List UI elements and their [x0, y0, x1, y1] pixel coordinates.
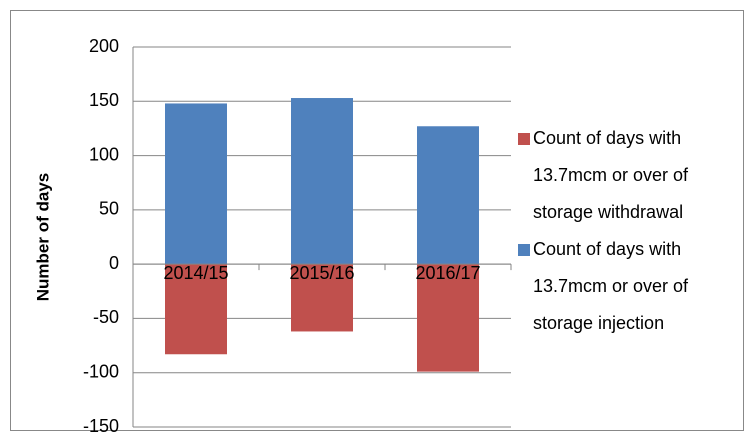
chart-border: [10, 10, 744, 431]
y-tick-label: -50: [93, 307, 119, 327]
legend-label: Count of days with 13.7mcm or over of st…: [533, 128, 689, 222]
legend-swatch: [518, 244, 530, 256]
bar: [165, 264, 227, 355]
y-tick-label: 200: [89, 36, 119, 56]
y-axis-label: Number of days: [33, 173, 52, 301]
y-tick-label: 0: [109, 253, 119, 273]
y-tick-label: 100: [89, 144, 119, 164]
y-tick-label: 50: [99, 199, 119, 219]
x-tick-label: 2016/17: [415, 263, 480, 283]
y-tick-label: -100: [83, 361, 119, 381]
x-tick-label: 2015/16: [289, 263, 354, 283]
x-tick-label: 2014/15: [163, 263, 228, 283]
y-tick-label: -150: [83, 416, 119, 436]
legend-swatch: [518, 133, 530, 145]
legend-label: Count of days with 13.7mcm or over of st…: [533, 239, 689, 333]
bar: [417, 126, 479, 265]
bar: [165, 103, 227, 265]
bar: [291, 98, 353, 265]
bar: [291, 264, 353, 332]
bar: [417, 264, 479, 372]
y-tick-label: 150: [89, 90, 119, 110]
